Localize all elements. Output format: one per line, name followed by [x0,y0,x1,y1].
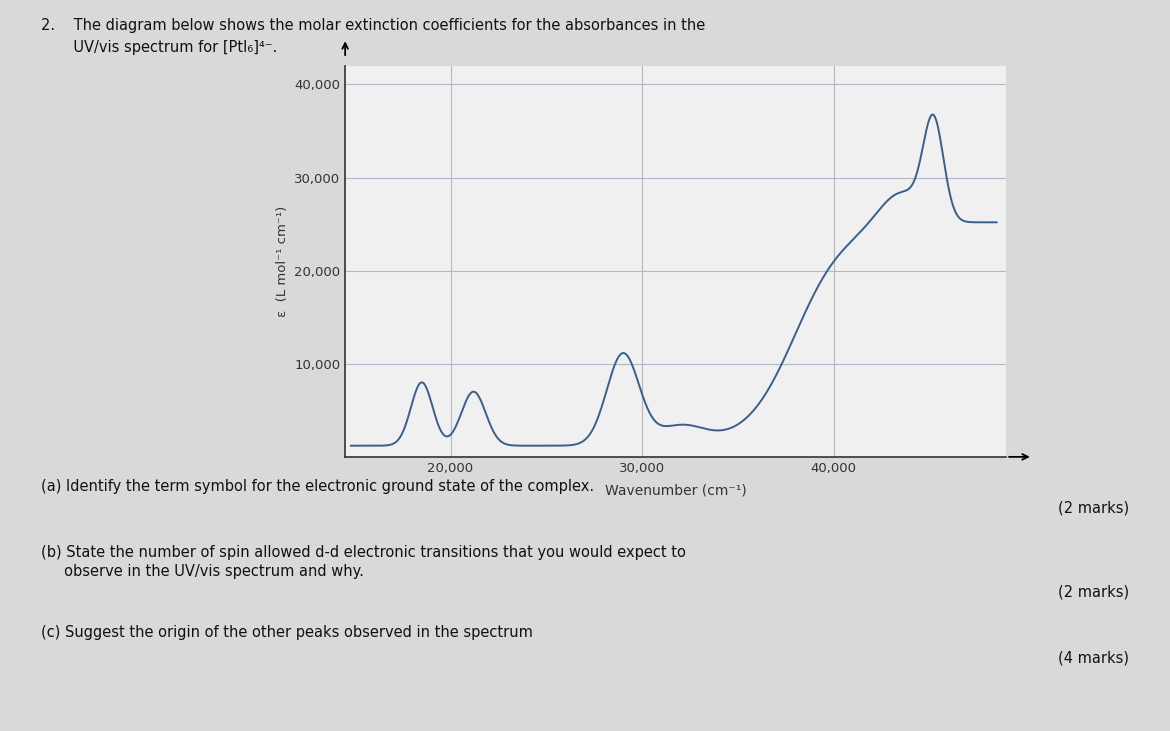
Text: (a) Identify the term symbol for the electronic ground state of the complex.: (a) Identify the term symbol for the ele… [41,479,594,494]
Text: (4 marks): (4 marks) [1058,651,1129,666]
Text: 2.    The diagram below shows the molar extinction coefficients for the absorban: 2. The diagram below shows the molar ext… [41,18,706,34]
Text: (b) State the number of spin allowed d-d electronic transitions that you would e: (b) State the number of spin allowed d-d… [41,545,686,560]
Text: observe in the UV/vis spectrum and why.: observe in the UV/vis spectrum and why. [41,564,364,580]
Text: (c) Suggest the origin of the other peaks observed in the spectrum: (c) Suggest the origin of the other peak… [41,625,532,640]
Text: UV/vis spectrum for [PtI₆]⁴⁻.: UV/vis spectrum for [PtI₆]⁴⁻. [41,40,277,56]
Text: (2 marks): (2 marks) [1058,501,1129,516]
Y-axis label: ε  (L mol⁻¹ cm⁻¹): ε (L mol⁻¹ cm⁻¹) [276,205,289,317]
Text: (2 marks): (2 marks) [1058,585,1129,600]
X-axis label: Wavenumber (cm⁻¹): Wavenumber (cm⁻¹) [605,483,746,497]
